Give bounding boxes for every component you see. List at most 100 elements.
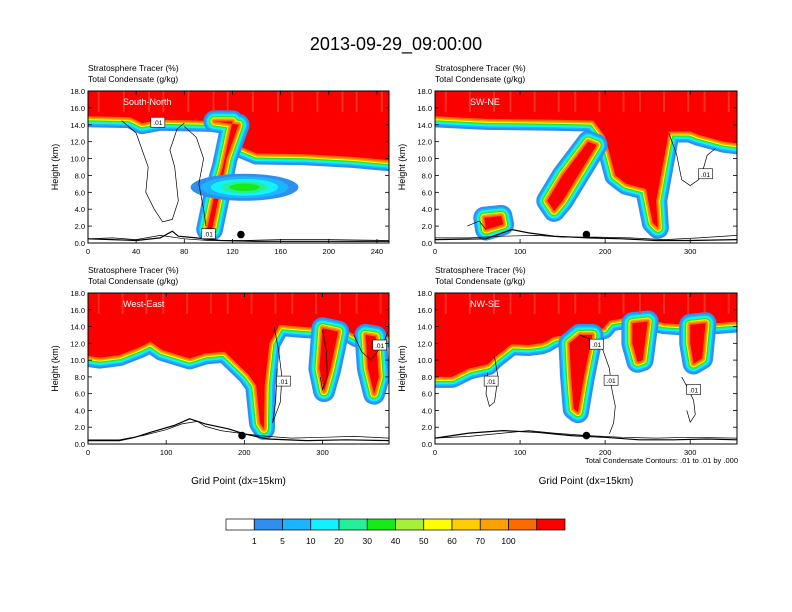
contour-label-box (372, 339, 387, 351)
x-tick-label: 200 (599, 448, 612, 457)
x-axis-label: Grid Point (dx=15km) (539, 476, 634, 487)
y-axis-label: Height (km) (397, 144, 407, 191)
colorbar-label: 100 (501, 536, 515, 546)
location-marker (238, 431, 246, 440)
y-tick-label: 12.0 (417, 138, 432, 147)
subtitle-tracer: Stratosphere Tracer (%) (435, 63, 526, 73)
panel-sw-ne: .01 0.0 2.0 4.0 6.0 8.0 10.0 12.0 14.0 16.0 18.0 0 1… (397, 63, 738, 256)
colorbar-label: 10 (306, 536, 316, 546)
tracer-field (88, 293, 389, 440)
colorbar-swatch (338, 518, 368, 531)
contour-label-box (201, 228, 216, 240)
subtitle-tracer: Stratosphere Tracer (%) (88, 63, 179, 73)
y-tick-label: 0.0 (422, 239, 432, 248)
condensate-contour-3 (435, 430, 737, 439)
colorbar-label: 20 (334, 536, 344, 546)
y-tick-label: 2.0 (75, 222, 85, 231)
y-tick-label: 0.0 (75, 239, 85, 248)
colorbar-label: 30 (363, 536, 373, 546)
y-tick-label: 2.0 (422, 222, 432, 231)
y-tick-label: 10.0 (417, 356, 432, 365)
y-tick-label: 16.0 (70, 104, 85, 113)
y-tick-label: 4.0 (422, 406, 432, 415)
contour-label-box (276, 375, 291, 387)
y-tick-label: 6.0 (422, 188, 432, 197)
tracer-field (435, 91, 737, 241)
y-tick-label: 14.0 (70, 121, 85, 130)
subtitle-condensate: Total Condensate (g/kg) (435, 276, 525, 286)
contour-label-box (603, 374, 619, 386)
condensate-contour-0 (272, 326, 283, 424)
location-marker (582, 230, 591, 239)
y-tick-label: 8.0 (75, 171, 85, 180)
colorbar-label: 60 (447, 536, 457, 546)
colorbar: 1 5 10 20 30 40 50 60 70 100 (225, 518, 566, 546)
condensate-contours (88, 326, 389, 442)
y-tick-label: 12.0 (417, 339, 432, 348)
y-tick-label: 8.0 (75, 373, 85, 382)
colorbar-swatch (451, 518, 481, 531)
condensate-contours (88, 120, 389, 242)
colorbar-swatch (366, 518, 396, 531)
x-tick-label: 200 (323, 247, 336, 256)
y-tick-label: 14.0 (417, 121, 432, 130)
condensate-contour-0 (668, 133, 716, 187)
panel-nw-se: .01 .01 .01 .01 0.0 2.0 4.0 6.0 8.0 10.0 12.0 14.0 1… (397, 265, 738, 487)
condensate-contour-1 (467, 220, 487, 230)
x-tick-label: 300 (684, 448, 697, 457)
y-tick-label: 0.0 (75, 440, 85, 449)
terrain-line (435, 228, 737, 242)
y-tick-label: 16.0 (417, 104, 432, 113)
colorbar-swatch (508, 518, 538, 531)
location-marker (237, 230, 245, 239)
condensate-contour-1 (184, 126, 207, 227)
x-tick-label: 80 (180, 247, 188, 256)
contour-label: .01 (153, 120, 162, 127)
tracer-core-2 (484, 216, 504, 230)
x-tick-label: 100 (160, 448, 173, 457)
x-tick-label: 100 (514, 247, 527, 256)
condensate-contour-0 (121, 120, 185, 223)
y-tick-label: 14.0 (70, 323, 85, 332)
y-tick-label: 8.0 (422, 171, 432, 180)
y-tick-label: 4.0 (75, 205, 85, 214)
x-tick-label: 200 (238, 448, 251, 457)
subtitle-tracer: Stratosphere Tracer (%) (435, 265, 526, 275)
condensate-contour-2 (353, 330, 389, 361)
y-tick-label: 6.0 (75, 188, 85, 197)
x-tick-label: 300 (316, 448, 329, 457)
contour-label-box (483, 375, 499, 387)
tracer-blob-0-4 (229, 183, 260, 192)
subtitle-condensate: Total Condensate (g/kg) (88, 276, 178, 286)
tracer-core-2 (632, 321, 648, 362)
x-tick-label: 240 (371, 247, 384, 256)
plot-frame (434, 292, 738, 445)
contour-footnote: Total Condensate Contours: .01 to .01 by… (585, 456, 738, 465)
y-tick-label: 10.0 (417, 155, 432, 164)
condensate-contour-2 (88, 235, 389, 241)
tracer-core-3 (690, 323, 706, 364)
y-tick-label: 16.0 (417, 306, 432, 315)
contour-label: .01 (701, 172, 710, 179)
plot-frame (434, 90, 738, 244)
y-axis-label: Height (km) (50, 345, 60, 392)
contour-label: .01 (279, 379, 288, 386)
tracer-core-0 (435, 293, 737, 377)
y-tick-label: 6.0 (422, 390, 432, 399)
y-tick-label: 2.0 (75, 423, 85, 432)
subtitle-tracer: Stratosphere Tracer (%) (88, 265, 179, 275)
y-tick-label: 10.0 (70, 155, 85, 164)
x-tick-label: 300 (684, 247, 697, 256)
x-tick-label: 0 (433, 448, 437, 457)
tracer-core-0 (435, 91, 737, 228)
plot-frame (87, 90, 390, 244)
colorbar-swatch (253, 518, 283, 531)
colorbar-swatch (395, 518, 425, 531)
figure-title: 2013-09-29_09:00:00 (310, 34, 482, 55)
y-tick-label: 4.0 (75, 406, 85, 415)
y-axis-label: Height (km) (50, 144, 60, 191)
contour-label-box (150, 116, 166, 128)
panel-west-east: .01 .01 0.0 2.0 4.0 6.0 8.0 10.0 12.0 14.0 16.0 18.… (50, 265, 390, 487)
x-tick-label: 0 (433, 247, 437, 256)
contour-label-box (589, 338, 604, 350)
